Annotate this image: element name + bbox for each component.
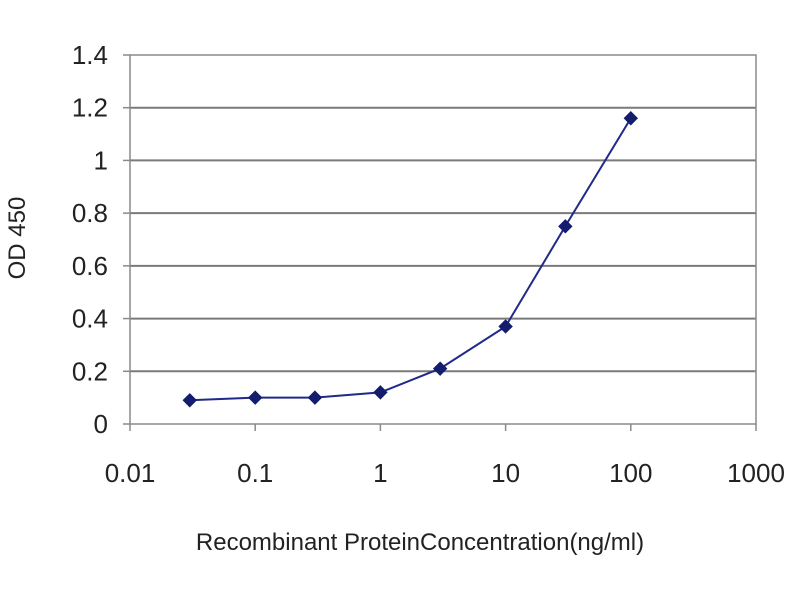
- plot-border: [129, 54, 757, 425]
- y-tick-label-7: 1.4: [72, 40, 108, 70]
- y-tick-label-5: 1: [94, 145, 108, 175]
- x-axis-ticks: 0.01 0.1 1 10 100 1000: [105, 424, 785, 488]
- data-point-7: [623, 111, 639, 126]
- y-tick-label-6: 1.2: [72, 93, 108, 123]
- x-axis-title: Recombinant ProteinConcentration(ng/ml): [196, 529, 644, 556]
- y-axis-ticks: 0 0.2 0.4 0.6 0.8 1 1.2 1.4: [72, 40, 130, 439]
- data-point-5: [498, 319, 513, 334]
- series-layer: [182, 111, 639, 408]
- data-point-0: [182, 393, 197, 408]
- data-point-4: [432, 361, 448, 376]
- x-tick-label-1: 0.1: [237, 458, 273, 488]
- y-tick-label-2: 0.4: [72, 304, 108, 334]
- plot-frame: [129, 54, 757, 425]
- data-point-3: [373, 385, 388, 400]
- y-tick-label-0: 0: [94, 409, 108, 439]
- y-tick-label-1: 0.2: [72, 356, 108, 386]
- y-tick-label-3: 0.6: [72, 251, 108, 281]
- x-tick-label-3: 10: [491, 458, 520, 488]
- grid-lines: [130, 106, 756, 373]
- y-tick-label-4: 0.8: [72, 198, 108, 228]
- x-tick-label-2: 1: [373, 458, 387, 488]
- y-axis-title: OD 450: [4, 197, 31, 280]
- data-point-2: [307, 390, 323, 405]
- data-point-1: [247, 390, 263, 405]
- data-point-6: [558, 219, 573, 234]
- x-tick-label-4: 100: [609, 458, 652, 488]
- x-tick-label-0: 0.01: [105, 458, 156, 488]
- series-line-0: [189, 117, 632, 402]
- x-tick-label-5: 1000: [727, 458, 785, 488]
